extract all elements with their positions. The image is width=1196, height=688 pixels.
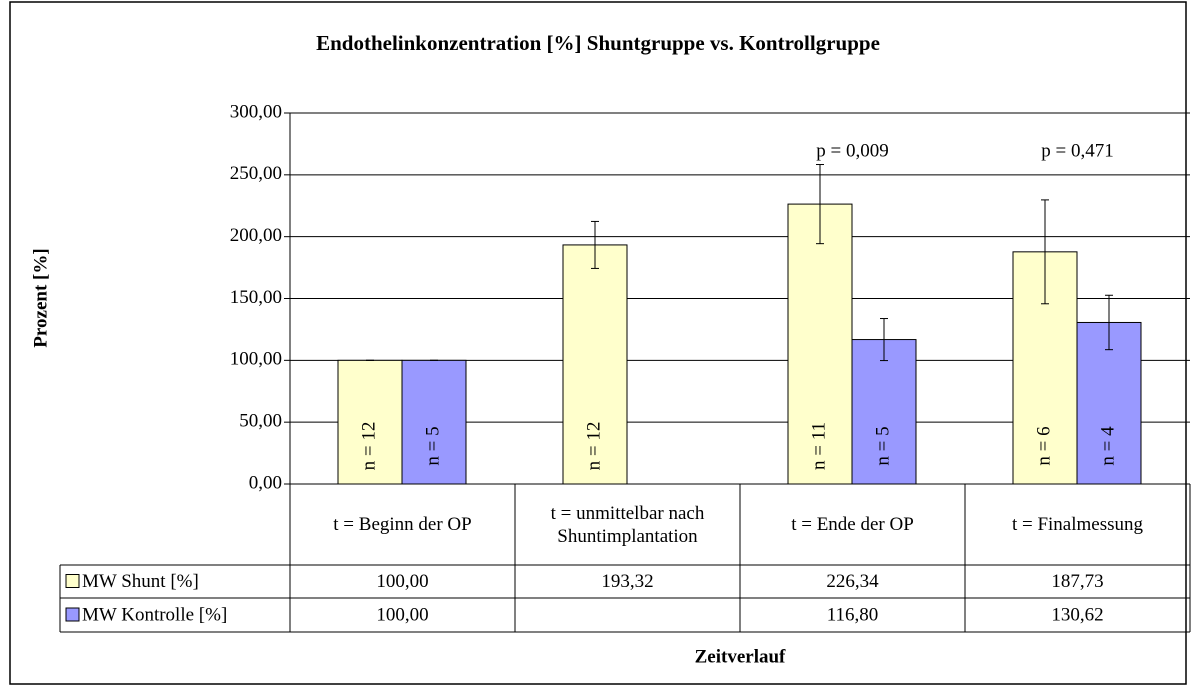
legend-label: MW Kontrolle [%]: [82, 604, 227, 625]
n-label: n = 4: [1097, 426, 1118, 466]
y-tick-label: 150,00: [230, 287, 282, 308]
y-tick-label: 100,00: [230, 349, 282, 370]
category-cell: t = Finalmessung: [1011, 514, 1144, 535]
category-cell: t = Ende der OP: [791, 514, 914, 535]
table-value: 193,32: [601, 571, 653, 592]
p-label: p = 0,471: [1041, 140, 1113, 161]
y-tick-label: 250,00: [230, 163, 282, 184]
bar: [562, 244, 628, 485]
n-label: n = 11: [808, 422, 829, 470]
y-axis-label: Prozent [%]: [30, 248, 51, 347]
bar: [787, 203, 853, 485]
y-tick-label: 0,00: [249, 472, 282, 493]
p-label: p = 0,009: [816, 140, 888, 161]
x-tick-label: t = unmittelbar nach Shuntimplantation: [550, 502, 705, 547]
category-cell: t = unmittelbar nach Shuntimplantation: [550, 502, 705, 547]
table-value: 130,62: [1051, 604, 1103, 625]
n-label: n = 12: [358, 422, 379, 471]
table-value: 100,00: [376, 604, 428, 625]
bar: [851, 339, 917, 485]
table-value: 226,34: [826, 571, 879, 592]
table-value: 116,80: [827, 604, 879, 625]
legend-swatch: [65, 574, 80, 588]
y-tick-label: 50,00: [239, 411, 282, 432]
table-value: 100,00: [376, 571, 428, 592]
legend-label: MW Shunt [%]: [82, 571, 199, 592]
n-label: n = 6: [1033, 426, 1054, 465]
legend-swatch: [65, 607, 80, 622]
category-cell: t = Beginn der OP: [333, 514, 472, 535]
x-tick-label: t = Beginn der OP: [333, 514, 472, 535]
n-label: n = 5: [872, 426, 893, 465]
x-tick-label: t = Finalmessung: [1011, 514, 1144, 535]
n-label: n = 5: [422, 426, 443, 465]
x-tick-label: t = Ende der OP: [791, 514, 914, 535]
y-tick-label: 200,00: [230, 225, 282, 246]
table-value: 187,73: [1051, 571, 1103, 592]
y-tick-label: 300,00: [230, 101, 282, 122]
n-label: n = 12: [583, 422, 604, 471]
chart-title: Endothelinkonzentration [%] Shuntgruppe …: [316, 31, 880, 55]
x-axis-label: Zeitverlauf: [695, 646, 786, 667]
